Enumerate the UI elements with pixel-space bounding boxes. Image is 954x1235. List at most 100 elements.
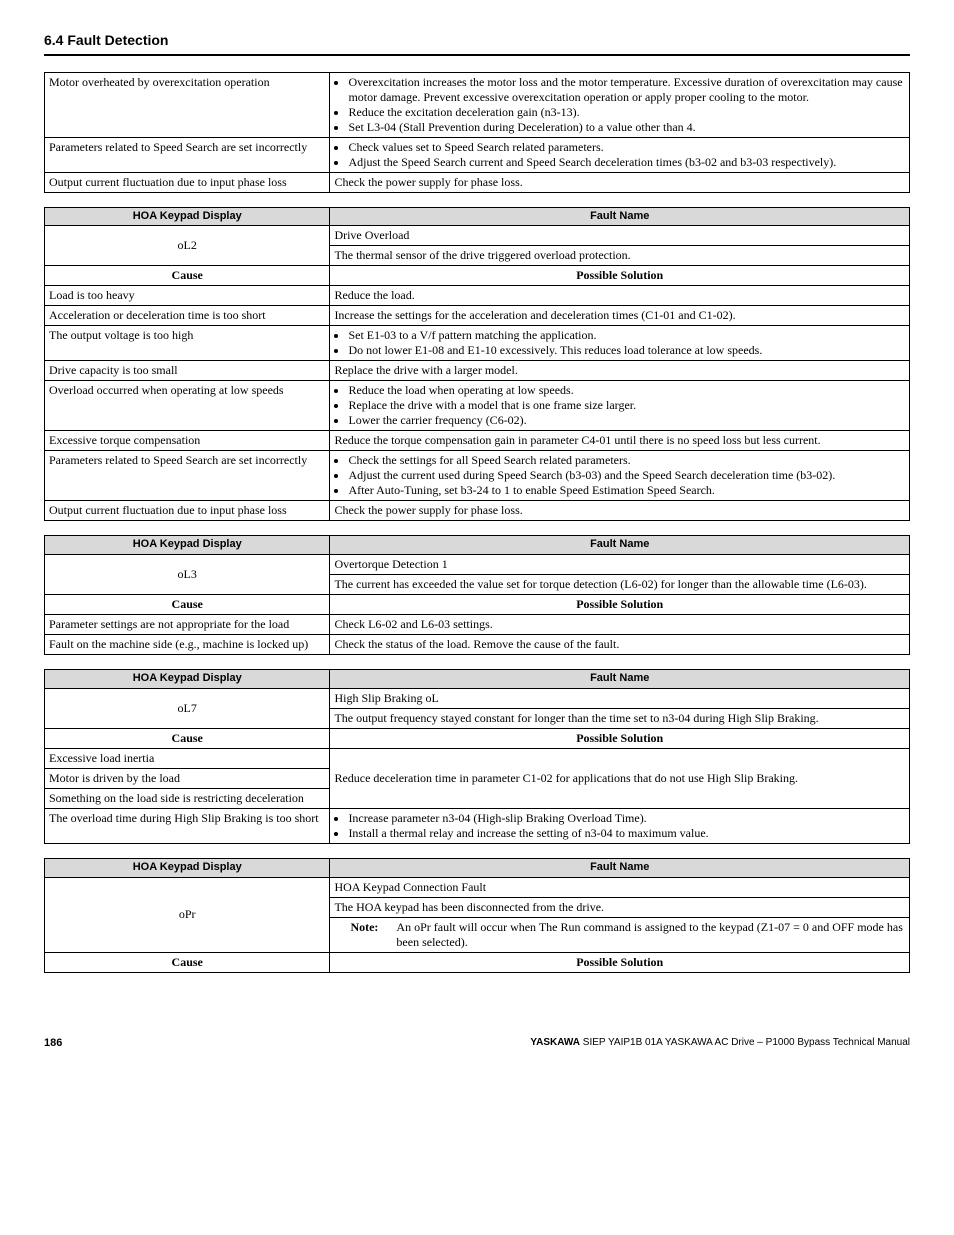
table-row: The overload time during High Slip Braki… [45,808,910,843]
table-row: The output voltage is too high Set E1-03… [45,326,910,361]
table-row: Overload occurred when operating at low … [45,381,910,431]
fault-code: oPr [45,877,330,952]
header-keypad-display: HOA Keypad Display [45,536,330,555]
cause-cell: The output voltage is too high [45,326,330,361]
solution-cell: Check values set to Speed Search related… [330,137,910,172]
header-cause: Cause [45,728,330,748]
solution-item: Set L3-04 (Stall Prevention during Decel… [348,120,905,135]
header-keypad-display: HOA Keypad Display [45,670,330,689]
solution-item: Check the settings for all Speed Search … [348,453,905,468]
solution-cell: Increase the settings for the accelerati… [330,306,910,326]
solution-item: Replace the drive with a model that is o… [348,398,905,413]
table-row: Motor overheated by overexcitation opera… [45,72,910,137]
solution-item: Overexcitation increases the motor loss … [348,75,905,105]
cause-cell: Drive capacity is too small [45,361,330,381]
fault-code: oL2 [45,226,330,266]
page-number: 186 [44,1037,62,1051]
fault-table-oL2: HOA Keypad Display Fault Name oL2 Drive … [44,207,910,522]
table-row: Output current fluctuation due to input … [45,501,910,521]
cause-cell: Parameters related to Speed Search are s… [45,451,330,501]
fault-description: The HOA keypad has been disconnected fro… [330,897,910,917]
solution-item: After Auto-Tuning, set b3-24 to 1 to ena… [348,483,905,498]
solution-cell: Check the power supply for phase loss. [330,501,910,521]
table-row: Drive capacity is too small Replace the … [45,361,910,381]
fault-note: Note: An oPr fault will occur when The R… [330,917,910,952]
header-fault-name: Fault Name [330,670,910,689]
cause-cell: Motor overheated by overexcitation opera… [45,72,330,137]
solution-item: Set E1-03 to a V/f pattern matching the … [348,328,905,343]
table-row: Parameters related to Speed Search are s… [45,137,910,172]
header-fault-name: Fault Name [330,536,910,555]
solution-item: Adjust the Speed Search current and Spee… [348,155,905,170]
cause-cell: Excessive torque compensation [45,431,330,451]
cause-cell: Motor is driven by the load [45,768,330,788]
cause-cell: Output current fluctuation due to input … [45,172,330,192]
solution-item: Do not lower E1-08 and E1-10 excessively… [348,343,905,358]
solution-cell: Set E1-03 to a V/f pattern matching the … [330,326,910,361]
solution-cell: Overexcitation increases the motor loss … [330,72,910,137]
table-row: Acceleration or deceleration time is too… [45,306,910,326]
cause-cell: Something on the load side is restrictin… [45,788,330,808]
solution-item: Check values set to Speed Search related… [348,140,905,155]
header-solution: Possible Solution [330,595,910,615]
solution-cell: Reduce the load. [330,286,910,306]
solution-item: Lower the carrier frequency (C6-02). [348,413,905,428]
fault-description: The output frequency stayed constant for… [330,708,910,728]
solution-cell: Reduce the torque compensation gain in p… [330,431,910,451]
cause-cell: The overload time during High Slip Braki… [45,808,330,843]
fault-table-oPr: HOA Keypad Display Fault Name oPr HOA Ke… [44,858,910,973]
table-row: Excessive torque compensation Reduce the… [45,431,910,451]
solution-item: Adjust the current used during Speed Sea… [348,468,905,483]
solution-cell: Check the settings for all Speed Search … [330,451,910,501]
header-keypad-display: HOA Keypad Display [45,207,330,226]
table-row: Parameter settings are not appropriate f… [45,615,910,635]
header-fault-name: Fault Name [330,207,910,226]
header-solution: Possible Solution [330,266,910,286]
header-solution: Possible Solution [330,952,910,972]
cause-cell: Load is too heavy [45,286,330,306]
cause-cell: Overload occurred when operating at low … [45,381,330,431]
header-cause: Cause [45,952,330,972]
solution-cell: Increase parameter n3-04 (High-slip Brak… [330,808,910,843]
cause-cell: Parameters related to Speed Search are s… [45,137,330,172]
manual-title: YASKAWA SIEP YAIP1B 01A YASKAWA AC Drive… [530,1037,910,1051]
fault-code: oL7 [45,688,330,728]
table-row: Output current fluctuation due to input … [45,172,910,192]
fault-table-oL7: HOA Keypad Display Fault Name oL7 High S… [44,669,910,844]
fault-table-oL3: HOA Keypad Display Fault Name oL3 Overto… [44,535,910,655]
note-text: An oPr fault will occur when The Run com… [396,920,905,950]
fault-description: The thermal sensor of the drive triggere… [330,246,910,266]
table-row: Fault on the machine side (e.g., machine… [45,635,910,655]
fault-name: Overtorque Detection 1 [330,555,910,575]
table-row: Excessive load inertia Reduce decelerati… [45,748,910,768]
cause-cell: Excessive load inertia [45,748,330,768]
fault-name: HOA Keypad Connection Fault [330,877,910,897]
solution-cell: Replace the drive with a larger model. [330,361,910,381]
solution-cell: Check L6-02 and L6-03 settings. [330,615,910,635]
header-keypad-display: HOA Keypad Display [45,858,330,877]
header-cause: Cause [45,595,330,615]
header-fault-name: Fault Name [330,858,910,877]
table-row: Parameters related to Speed Search are s… [45,451,910,501]
fault-description: The current has exceeded the value set f… [330,575,910,595]
page-footer: 186 YASKAWA SIEP YAIP1B 01A YASKAWA AC D… [44,1037,910,1051]
header-solution: Possible Solution [330,728,910,748]
section-title: 6.4 Fault Detection [44,32,910,56]
note-label: Note: [334,920,396,950]
fault-name: High Slip Braking oL [330,688,910,708]
solution-item: Reduce the load when operating at low sp… [348,383,905,398]
solution-cell: Reduce deceleration time in parameter C1… [330,748,910,808]
fault-name: Drive Overload [330,226,910,246]
solution-cell: Check the status of the load. Remove the… [330,635,910,655]
solution-cell: Reduce the load when operating at low sp… [330,381,910,431]
cause-cell: Parameter settings are not appropriate f… [45,615,330,635]
table-row: Load is too heavy Reduce the load. [45,286,910,306]
solution-item: Reduce the excitation deceleration gain … [348,105,905,120]
header-cause: Cause [45,266,330,286]
fault-code: oL3 [45,555,330,595]
solution-item: Install a thermal relay and increase the… [348,826,905,841]
fault-table-continuation: Motor overheated by overexcitation opera… [44,72,910,193]
cause-cell: Acceleration or deceleration time is too… [45,306,330,326]
cause-cell: Output current fluctuation due to input … [45,501,330,521]
solution-cell: Check the power supply for phase loss. [330,172,910,192]
